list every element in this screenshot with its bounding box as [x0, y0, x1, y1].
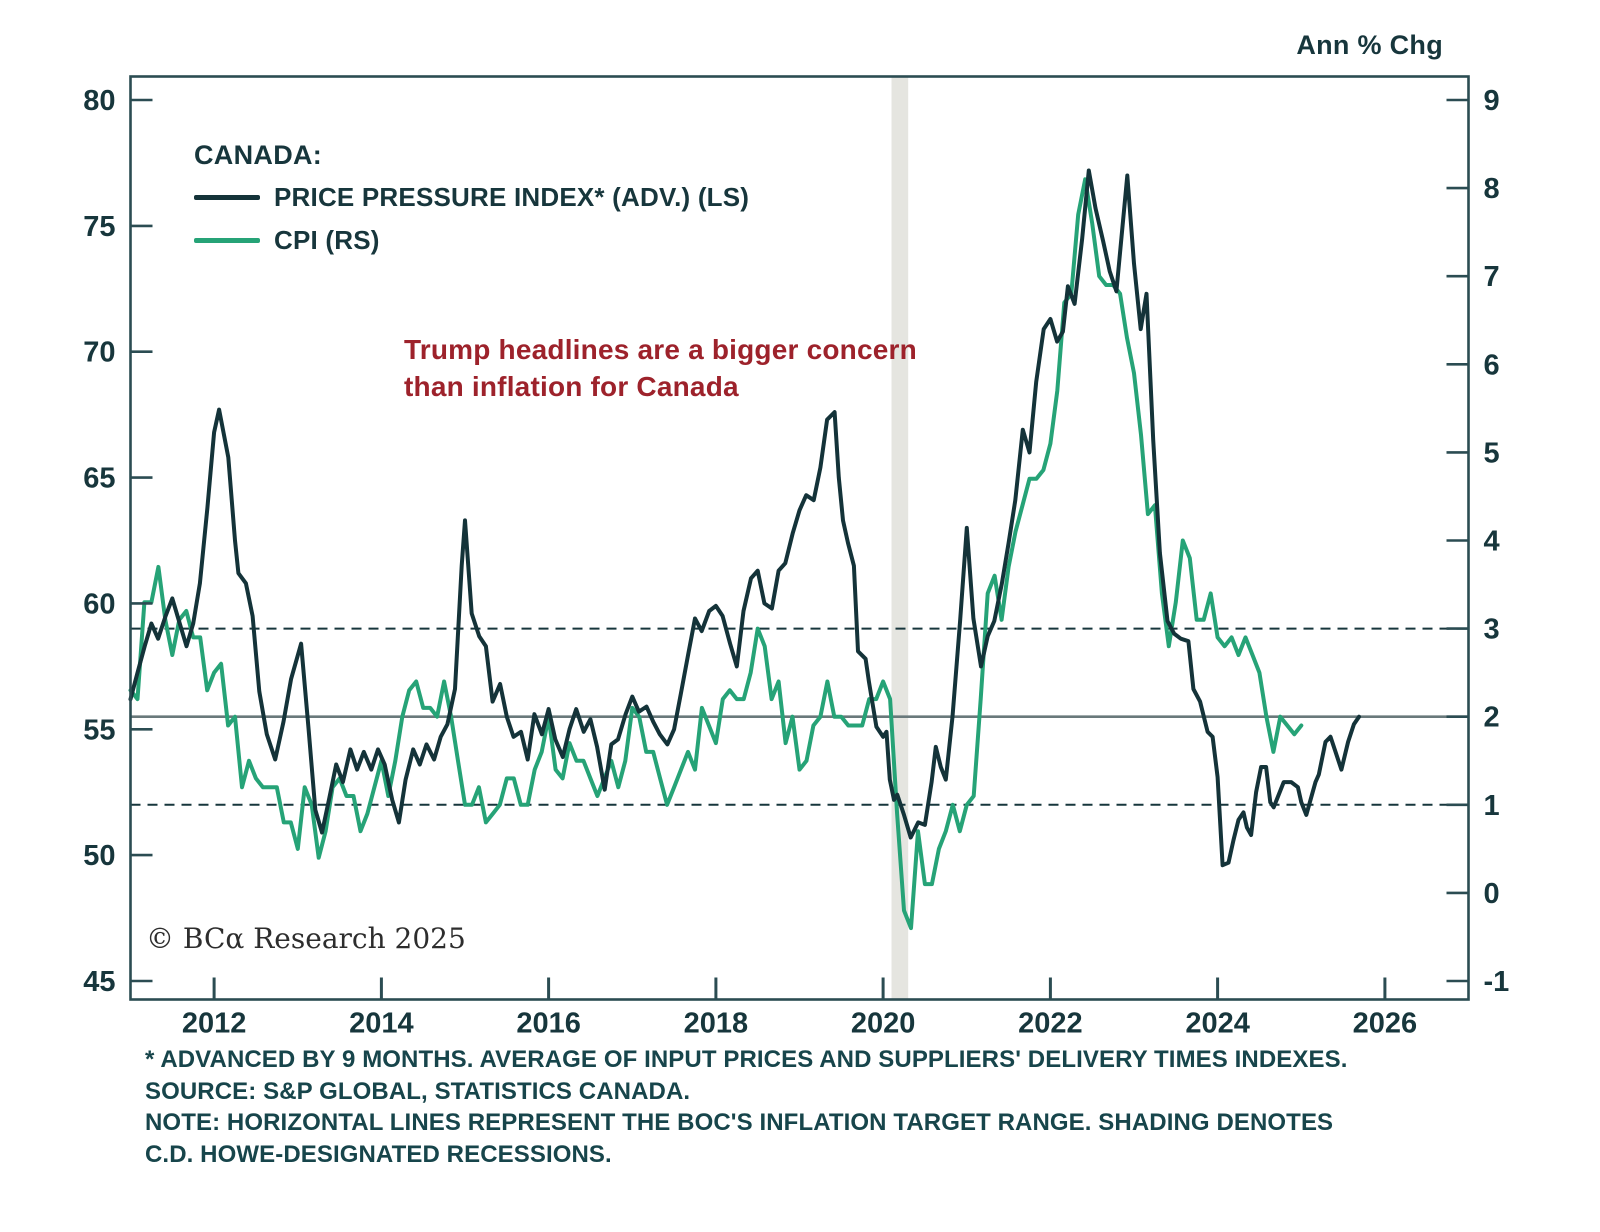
x-axis-tick-label: 2016: [516, 1008, 581, 1040]
plot-border: [129, 75, 1470, 1001]
left-axis-tick-label: 55: [83, 714, 115, 746]
right-axis-tick-label: 1: [1484, 790, 1500, 822]
footnote-line-2: SOURCE: S&P GLOBAL, STATISTICS CANADA.: [145, 1077, 691, 1105]
ppi-line-label: PRICE PRESSURE INDEX* (ADV.) (LS): [274, 181, 750, 212]
right-axis-tick-label: 8: [1484, 173, 1500, 205]
x-axis-tick-label: 2020: [851, 1008, 916, 1040]
right-axis-tick-label: -1: [1484, 966, 1510, 998]
legend-title: CANADA:: [194, 140, 323, 170]
footnotes: * ADVANCED BY 9 MONTHS. AVERAGE OF INPUT…: [145, 1044, 1475, 1170]
x-axis-tick-label: 2014: [349, 1008, 414, 1040]
x-axis-tick-label: 2022: [1018, 1008, 1083, 1040]
left-axis-tick-label: 80: [83, 85, 115, 117]
right-axis-units-label: Ann % Chg: [1296, 30, 1443, 60]
x-axis-tick-label: 2026: [1353, 1008, 1418, 1040]
right-axis-tick-label: 3: [1484, 614, 1500, 646]
cpi-line-swatch: [194, 237, 260, 243]
legend-item-cpi: CPI (RS): [194, 223, 749, 257]
right-axis-tick-label: 5: [1484, 437, 1500, 469]
ppi-line-swatch: [194, 194, 260, 200]
cpi-line-label: CPI (RS): [274, 224, 380, 255]
right-axis-tick-label: 2: [1484, 702, 1500, 734]
annotation-text: Trump headlines are a bigger concern tha…: [404, 331, 917, 405]
right-axis-tick-label: 9: [1484, 85, 1500, 117]
x-axis-tick-label: 2012: [182, 1008, 247, 1040]
footnote-line-4: C.D. HOWE-DESIGNATED RECESSIONS.: [145, 1140, 612, 1168]
left-axis-tick-label: 70: [83, 337, 115, 369]
legend: CANADA: PRICE PRESSURE INDEX* (ADV.) (LS…: [194, 140, 749, 257]
cpi-line: [128, 177, 1304, 931]
x-axis-tick-label: 2018: [684, 1008, 749, 1040]
x-axis-tick-label: 2024: [1185, 1008, 1250, 1040]
copyright-text: © BCα Research 2025: [146, 922, 466, 955]
footnote-line-3: NOTE: HORIZONTAL LINES REPRESENT THE BOC…: [145, 1109, 1334, 1136]
footnote-line-1: * ADVANCED BY 9 MONTHS. AVERAGE OF INPUT…: [145, 1046, 1348, 1073]
annotation-line-1: Trump headlines are a bigger concern: [404, 334, 917, 365]
right-axis-tick-label: 6: [1484, 349, 1500, 381]
left-axis-tick-label: 65: [83, 463, 115, 495]
ppi-line: [128, 168, 1361, 868]
legend-item-ppi: PRICE PRESSURE INDEX* (ADV.) (LS): [194, 180, 749, 214]
left-axis-tick-label: 45: [83, 966, 115, 998]
annotation-line-2: than inflation for Canada: [404, 371, 739, 402]
left-axis-tick-label: 75: [83, 211, 115, 243]
left-axis-tick-label: 60: [83, 588, 115, 620]
right-axis-tick-label: 4: [1484, 526, 1500, 558]
right-axis-tick-label: 0: [1484, 878, 1500, 910]
right-axis-tick-label: 7: [1484, 261, 1500, 293]
left-axis-tick-label: 50: [83, 840, 115, 872]
